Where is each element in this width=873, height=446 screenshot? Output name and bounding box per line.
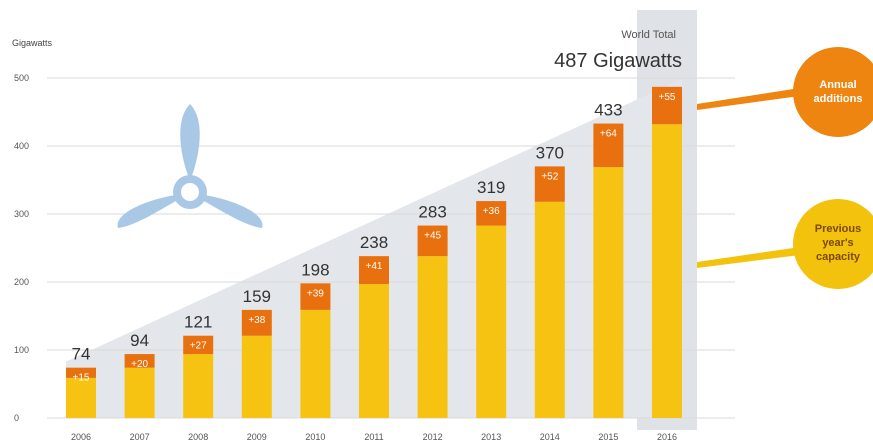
total-label-2015: 433 [594, 101, 622, 120]
total-label-2009: 159 [243, 287, 271, 306]
total-label-2011: 238 [360, 233, 388, 252]
bar-addition-2013 [476, 201, 507, 226]
previous-callout-connector [697, 247, 800, 268]
total-label-2014: 370 [536, 143, 564, 162]
previous-capacity-callout: Previous year's capacity [793, 199, 873, 289]
bar-addition-2010 [300, 283, 331, 310]
total-label-2010: 198 [301, 260, 329, 279]
bars: +15 74 +20 94 +27 121 +38 159 +39 198 +41 238 +45 283… [66, 86, 682, 419]
bar-addition-2012 [417, 225, 448, 257]
y-tick-label: 0 [14, 413, 19, 423]
y-tick-label: 400 [14, 141, 29, 151]
x-tick-label-2014: 2014 [540, 432, 560, 442]
addition-label-2006: +15 [73, 373, 90, 384]
addition-label-2016: +55 [659, 92, 676, 103]
bar-addition-2015 [593, 123, 624, 168]
bar-previous-2006 [66, 377, 96, 418]
bar-previous-2011 [359, 284, 389, 418]
bar-addition-2006 [66, 367, 96, 378]
bar-previous-2015 [593, 167, 624, 418]
world-total-title: World Total [621, 29, 676, 41]
total-label-2008: 121 [184, 313, 212, 332]
total-label-2007: 94 [130, 331, 149, 350]
y-tick-label: 100 [14, 345, 29, 355]
bar-addition-2016 [652, 86, 682, 125]
x-tick-label-2007: 2007 [130, 432, 150, 442]
bar-previous-2016 [652, 124, 682, 419]
addition-label-2014: +52 [541, 171, 558, 182]
bar-addition-2009 [241, 309, 272, 336]
y-tick-label: 300 [14, 209, 29, 219]
y-axis-label: Gigawatts [12, 38, 53, 48]
addition-label-2012: +45 [424, 231, 441, 242]
x-tick-label-2015: 2015 [598, 432, 618, 442]
bar-previous-2013 [476, 225, 507, 418]
x-tick-label-2011: 2011 [364, 432, 383, 442]
bar-previous-2008 [183, 354, 214, 418]
addition-label-2013: +36 [483, 206, 500, 217]
total-label-2006: 74 [72, 345, 91, 364]
bar-previous-2007 [124, 367, 155, 418]
bar-addition-2007 [124, 354, 155, 368]
bar-previous-2010 [300, 309, 331, 418]
world-total-value: 487 Gigawatts [554, 50, 682, 72]
bar-addition-2011 [359, 256, 389, 285]
x-tick-label-2012: 2012 [423, 432, 443, 442]
y-tick-label: 200 [14, 277, 29, 287]
bar-addition-2014 [534, 166, 565, 202]
annual-callout-line-1: Annual [819, 79, 856, 91]
addition-label-2011: +41 [366, 261, 383, 272]
addition-label-2015: +64 [600, 129, 617, 140]
x-tick-label-2009: 2009 [247, 432, 267, 442]
x-tick-label-2008: 2008 [188, 432, 208, 442]
annual-additions-callout: Annual additions [793, 47, 873, 137]
annual-callout-connector [697, 88, 800, 110]
addition-label-2008: +27 [190, 341, 207, 352]
bar-previous-2009 [241, 335, 272, 418]
previous-callout-line-2: year's [822, 237, 853, 249]
annual-callout-line-2: additions [814, 93, 863, 105]
x-tick-label-2010: 2010 [305, 432, 325, 442]
growth-wedge [66, 78, 682, 418]
previous-callout-line-3: capacity [816, 251, 861, 263]
bar-addition-2008 [183, 335, 214, 355]
total-label-2012: 283 [418, 203, 446, 222]
bar-previous-2012 [417, 256, 448, 418]
x-tick-label-2016: 2016 [657, 432, 677, 442]
x-tick-label-2013: 2013 [481, 432, 501, 442]
previous-callout-line-1: Previous [815, 223, 861, 235]
y-axis-ticks: 0 100 200 300 400 500 [14, 73, 29, 423]
addition-label-2007: +20 [131, 359, 148, 370]
wind-turbine-icon [117, 104, 263, 228]
total-label-2013: 319 [477, 178, 505, 197]
y-tick-label: 500 [14, 73, 29, 83]
addition-label-2010: +39 [307, 288, 324, 299]
bar-previous-2014 [534, 201, 565, 418]
addition-label-2009: +38 [248, 315, 265, 326]
x-axis-ticks: 2006 2007 2008 2009 2010 2011 2012 2013 2014 2015… [71, 432, 677, 442]
x-tick-label-2006: 2006 [71, 432, 91, 442]
